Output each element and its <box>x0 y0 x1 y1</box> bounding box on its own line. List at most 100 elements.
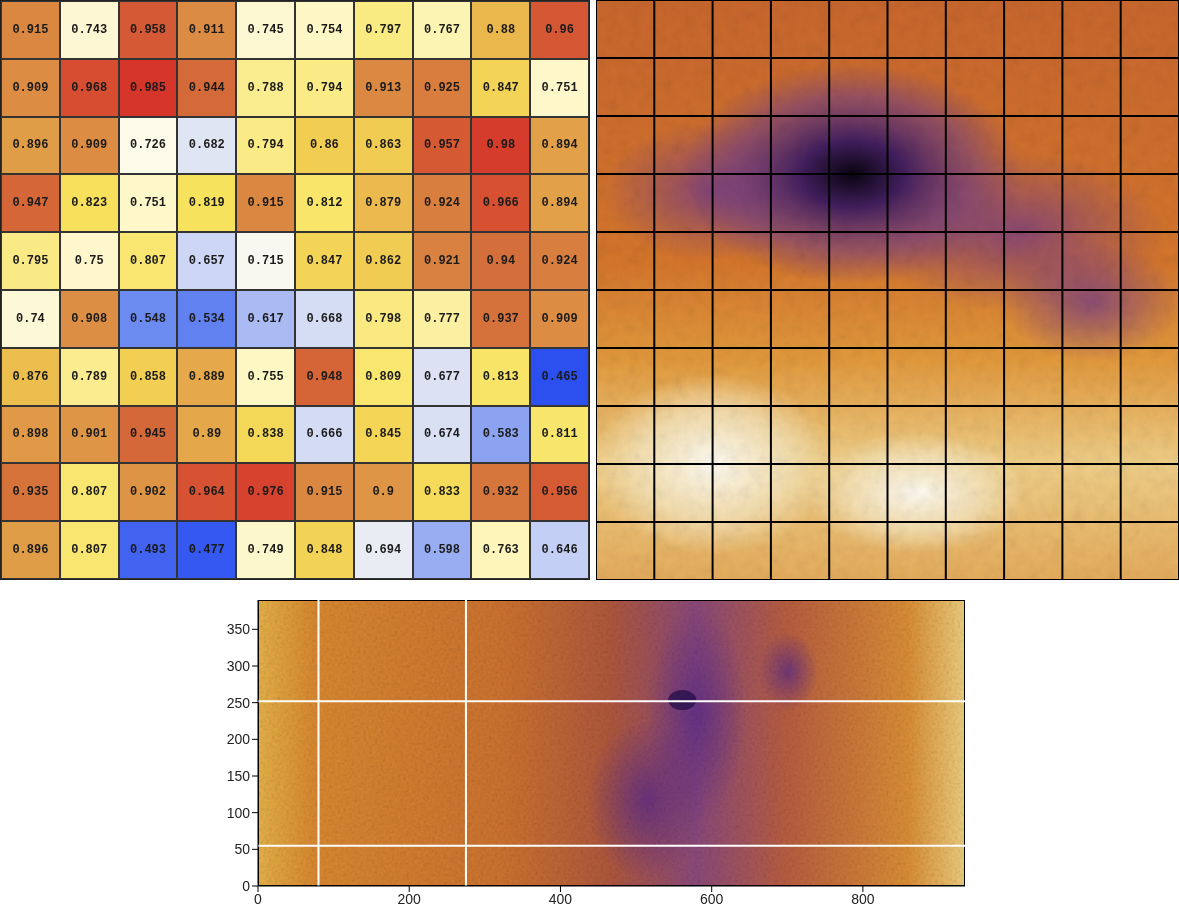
html-text:0.726: 0.726 <box>130 138 166 153</box>
html-text:0.583: 0.583 <box>482 427 519 442</box>
html-text:0.937: 0.937 <box>482 311 519 326</box>
html-text:0.789: 0.789 <box>71 369 108 384</box>
html-text:0.901: 0.901 <box>71 427 108 442</box>
html-text:0.807: 0.807 <box>130 254 166 269</box>
html-text:0.944: 0.944 <box>188 80 225 95</box>
html-text:0.847: 0.847 <box>306 254 343 269</box>
html-text:0.915: 0.915 <box>247 196 284 211</box>
html-text:0.743: 0.743 <box>71 22 108 37</box>
html-text:0.915: 0.915 <box>306 485 343 500</box>
html-text:0.862: 0.862 <box>365 254 402 269</box>
svg-text:600: 600 <box>700 891 724 907</box>
html-text:0.896: 0.896 <box>12 138 49 153</box>
html-text:0.913: 0.913 <box>365 80 402 95</box>
html-text:0.677: 0.677 <box>424 369 460 384</box>
html-text:0.879: 0.879 <box>365 196 402 211</box>
html-text:0.911: 0.911 <box>188 22 225 37</box>
html-text:0.751: 0.751 <box>130 196 166 211</box>
html-text:0.948: 0.948 <box>306 369 343 384</box>
html-text:0.925: 0.925 <box>424 80 460 95</box>
html-text:0.924: 0.924 <box>541 254 578 269</box>
svg-text:200: 200 <box>398 891 422 907</box>
html-text:0.795: 0.795 <box>12 254 49 269</box>
svg-text:800: 800 <box>851 891 875 907</box>
html-text:0.807: 0.807 <box>71 485 108 500</box>
html-text:0.74: 0.74 <box>16 311 45 326</box>
html-text:0.617: 0.617 <box>247 311 284 326</box>
html-text:0.909: 0.909 <box>541 311 578 326</box>
html-text:0.811: 0.811 <box>541 427 578 442</box>
html-text:0.823: 0.823 <box>71 196 108 211</box>
html-text:0.745: 0.745 <box>247 22 284 37</box>
html-text:0.96: 0.96 <box>545 22 574 37</box>
html-text:0.947: 0.947 <box>12 196 49 211</box>
html-text:0.935: 0.935 <box>12 485 49 500</box>
html-text:0.924: 0.924 <box>424 196 460 211</box>
svg-text:150: 150 <box>227 768 251 784</box>
html-text:0.898: 0.898 <box>12 427 49 442</box>
html-text:0.798: 0.798 <box>365 311 402 326</box>
html-text:0.921: 0.921 <box>424 254 460 269</box>
html-text:0.966: 0.966 <box>482 196 519 211</box>
html-text:0.902: 0.902 <box>130 485 166 500</box>
html-text:0.788: 0.788 <box>247 80 284 95</box>
svg-text:350: 350 <box>227 621 251 637</box>
html-text:0.909: 0.909 <box>12 80 49 95</box>
svg-text:50: 50 <box>234 841 250 857</box>
html-text:0.945: 0.945 <box>130 427 166 442</box>
html-text:0.548: 0.548 <box>130 311 166 326</box>
html-text:0.668: 0.668 <box>306 311 343 326</box>
html-text:0.465: 0.465 <box>541 369 578 384</box>
html-text:0.794: 0.794 <box>247 138 284 153</box>
html-text:0.968: 0.968 <box>71 80 108 95</box>
html-text:0.751: 0.751 <box>541 80 578 95</box>
html-text:0.94: 0.94 <box>486 254 516 269</box>
html-text:0.957: 0.957 <box>424 138 460 153</box>
html-text:0.819: 0.819 <box>188 196 225 211</box>
html-text:0.908: 0.908 <box>71 311 108 326</box>
html-text:0.657: 0.657 <box>188 254 225 269</box>
html-text:0.876: 0.876 <box>12 369 49 384</box>
html-text:0.847: 0.847 <box>482 80 519 95</box>
html-text:0.754: 0.754 <box>306 22 343 37</box>
html-text:0.98: 0.98 <box>486 138 516 153</box>
html-text:0.845: 0.845 <box>365 427 402 442</box>
html-text:0.964: 0.964 <box>188 485 225 500</box>
html-text:0.812: 0.812 <box>306 196 343 211</box>
html-text:0.889: 0.889 <box>188 369 225 384</box>
html-text:0.858: 0.858 <box>130 369 166 384</box>
html-text:0.89: 0.89 <box>192 427 222 442</box>
svg-text:400: 400 <box>549 891 573 907</box>
html-text:0.86: 0.86 <box>310 138 339 153</box>
html-text:0.9: 0.9 <box>372 485 394 500</box>
svg-text:0: 0 <box>254 891 262 907</box>
html-text:0.797: 0.797 <box>365 22 402 37</box>
svg-text:200: 200 <box>227 731 251 747</box>
html-text:0.915: 0.915 <box>12 22 49 37</box>
html-text:0.894: 0.894 <box>541 138 578 153</box>
svg-text:100: 100 <box>227 805 251 821</box>
html-text:0.674: 0.674 <box>424 427 460 442</box>
svg-text:300: 300 <box>227 658 251 674</box>
html-text:0.794: 0.794 <box>306 80 343 95</box>
html-text:0.813: 0.813 <box>482 369 519 384</box>
svg-text:250: 250 <box>227 695 251 711</box>
html-text:0.976: 0.976 <box>247 485 284 500</box>
html-text:0.809: 0.809 <box>365 369 402 384</box>
html-text:0.534: 0.534 <box>188 311 225 326</box>
html-text:0.985: 0.985 <box>130 80 166 95</box>
html-text:0.75: 0.75 <box>74 254 104 269</box>
html-text:0.894: 0.894 <box>541 196 578 211</box>
html-text:0.863: 0.863 <box>365 138 402 153</box>
html-text:0.666: 0.666 <box>306 427 343 442</box>
html-text:0.715: 0.715 <box>247 254 284 269</box>
html-text:0.958: 0.958 <box>130 22 166 37</box>
html-text:0.777: 0.777 <box>424 311 460 326</box>
html-text:0.682: 0.682 <box>188 138 225 153</box>
html-text:0.88: 0.88 <box>486 22 516 37</box>
html-text:0.838: 0.838 <box>247 427 284 442</box>
svg-text:0: 0 <box>242 878 250 894</box>
html-text:0.767: 0.767 <box>424 22 460 37</box>
html-text:0.909: 0.909 <box>71 138 108 153</box>
html-text:0.755: 0.755 <box>247 369 284 384</box>
